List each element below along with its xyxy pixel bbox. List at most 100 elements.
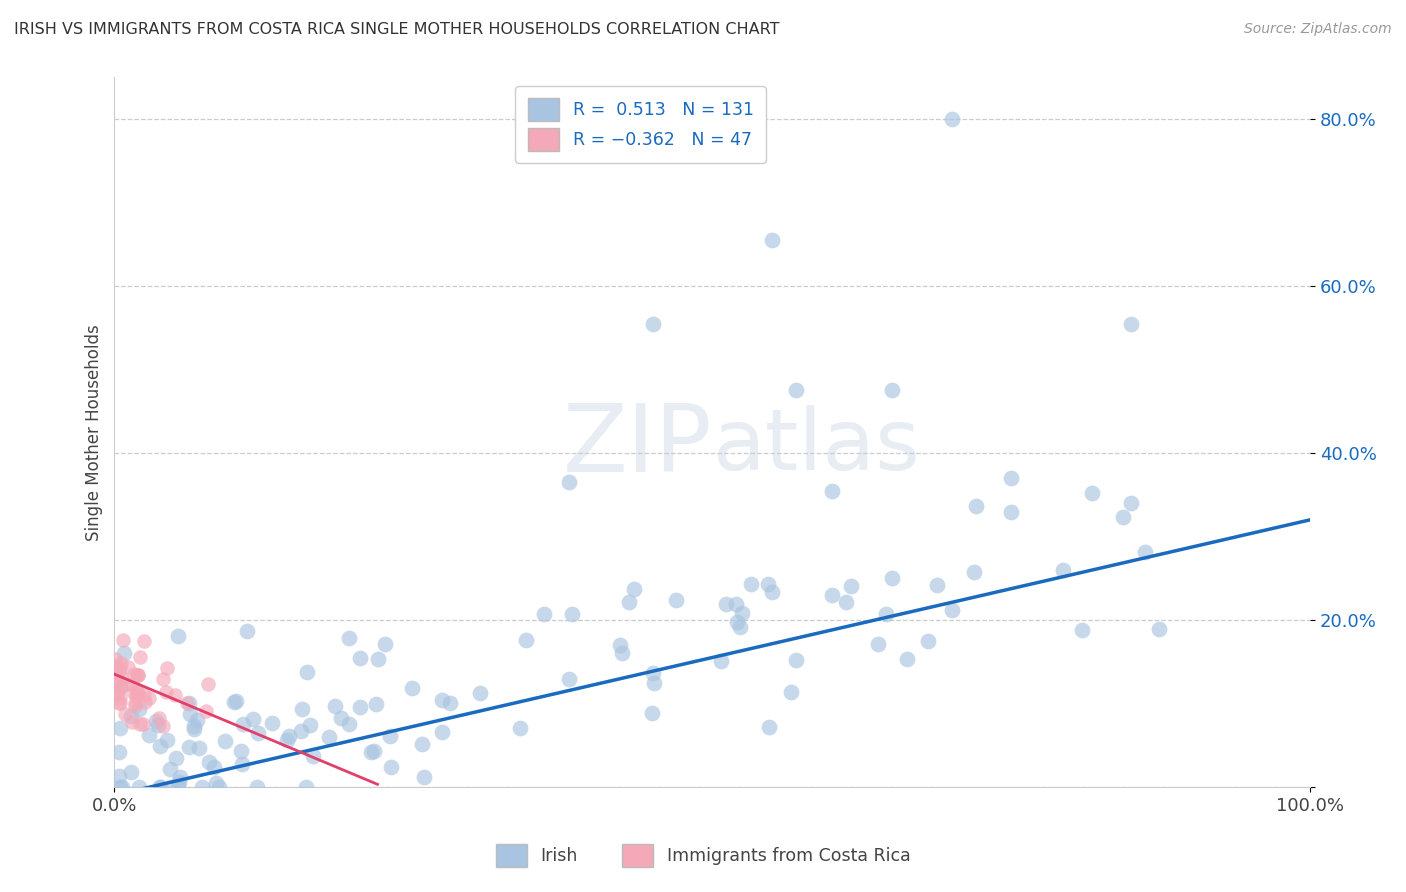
Point [401,681,423,695]
Point [917,634,939,648]
Text: IRISH VS IMMIGRANTS FROM COSTA RICA SINGLE MOTHER HOUSEHOLDS CORRELATION CHART: IRISH VS IMMIGRANTS FROM COSTA RICA SING… [14,22,779,37]
Point [413,770,436,784]
Point [617,595,640,609]
Point [128,780,150,794]
Point [104,676,127,690]
Point [725,597,748,611]
Point [107,683,129,698]
Point [665,592,688,607]
Point [364,697,387,711]
Point [260,716,283,731]
Point [152,718,174,732]
Point [337,717,360,731]
Point [155,685,177,699]
Point [439,696,461,710]
Point [245,780,267,794]
Point [277,729,299,743]
Point [640,706,662,721]
Point [728,620,751,634]
Point [110,660,132,674]
Y-axis label: Single Mother Households: Single Mother Households [86,324,103,541]
Point [167,629,190,643]
Point [761,584,783,599]
Point [301,749,323,764]
Point [962,565,984,579]
Point [1000,471,1022,485]
Point [105,667,128,681]
Point [623,582,645,596]
Point [108,690,131,705]
Point [1119,317,1142,331]
Point [127,667,149,681]
Point [740,576,762,591]
Point [111,672,134,686]
Point [1119,496,1142,510]
Point [242,712,264,726]
Point [120,765,142,780]
Point [880,384,903,398]
Point [432,724,454,739]
Point [110,696,132,710]
Point [156,732,179,747]
Point [202,760,225,774]
Point [183,719,205,733]
Point [222,695,245,709]
Point [179,739,201,754]
Point [149,780,172,794]
Point [117,660,139,674]
Point [110,656,132,670]
Point [558,475,581,490]
Point [208,780,231,794]
Point [363,744,385,758]
Point [761,233,783,247]
Point [121,677,143,691]
Point [374,637,396,651]
Point [127,686,149,700]
Point [167,780,190,794]
Point [235,624,257,638]
Point [468,686,491,700]
Point [231,756,253,771]
Point [127,668,149,682]
Point [121,714,143,729]
Point [115,677,138,691]
Legend: R =  0.513   N = 131, R = −0.362   N = 47: R = 0.513 N = 131, R = −0.362 N = 47 [516,87,766,163]
Point [509,721,531,735]
Point [110,780,132,794]
Point [821,588,844,602]
Point [709,654,731,668]
Point [138,690,160,705]
Point [1000,505,1022,519]
Point [232,716,254,731]
Point [780,684,803,698]
Point [104,652,127,666]
Point [191,780,214,794]
Point [246,726,269,740]
Point [360,745,382,759]
Point [205,776,228,790]
Point [104,659,127,673]
Point [276,732,298,747]
Point [124,690,146,704]
Point [298,717,321,731]
Point [1071,623,1094,637]
Point [132,689,155,703]
Point [610,646,633,660]
Legend: Irish, Immigrants from Costa Rica: Irish, Immigrants from Costa Rica [484,832,922,879]
Text: ZIP: ZIP [562,401,713,492]
Point [114,707,136,722]
Point [821,483,844,498]
Point [110,780,132,794]
Point [128,702,150,716]
Point [337,632,360,646]
Point [108,665,131,680]
Point [127,668,149,682]
Point [875,607,897,622]
Point [839,579,862,593]
Point [515,633,537,648]
Point [880,571,903,585]
Point [108,721,131,735]
Point [149,739,172,753]
Point [1133,545,1156,559]
Point [1080,485,1102,500]
